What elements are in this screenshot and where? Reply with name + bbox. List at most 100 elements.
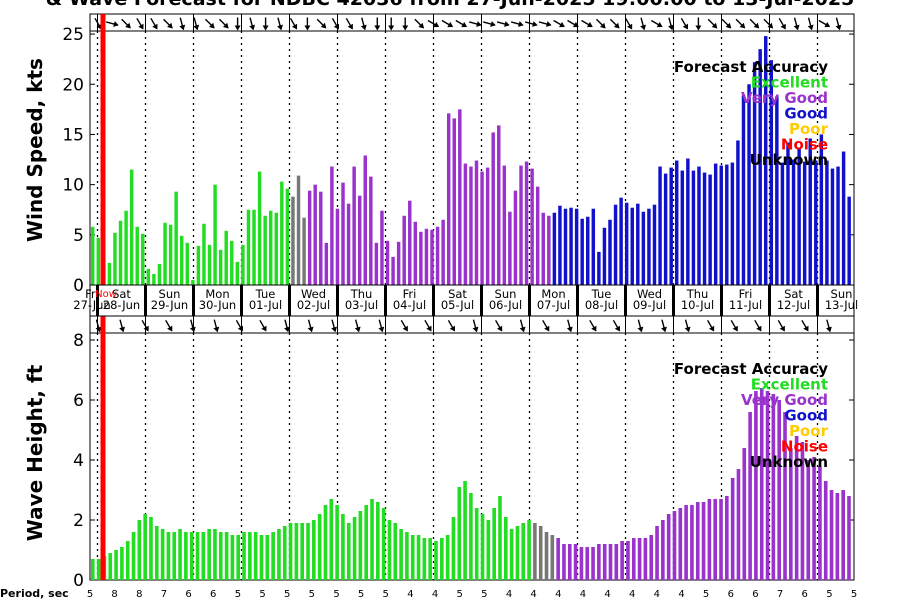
bar <box>614 544 619 580</box>
arrow-head <box>472 326 479 333</box>
y-tick-label: 15 <box>62 125 84 145</box>
arrow-head <box>113 21 119 27</box>
day-date-label: 06-Jul <box>489 298 522 312</box>
arrow-head <box>756 325 762 332</box>
period-value: 5 <box>481 589 487 600</box>
arrow-head <box>614 325 620 332</box>
day-name-label: Mon <box>541 287 565 301</box>
direction-arrow <box>121 18 131 29</box>
bar <box>341 514 345 580</box>
y-tick-label: 20 <box>62 75 84 95</box>
arrow-head <box>234 25 241 31</box>
bar <box>125 541 130 580</box>
bar <box>474 508 479 580</box>
arrow-head <box>374 25 381 31</box>
bar <box>463 163 468 285</box>
day-date-label: 13-Jul <box>825 298 858 312</box>
bar <box>759 388 764 580</box>
direction-arrow <box>581 19 593 28</box>
arrow-head <box>803 325 809 332</box>
bar <box>441 219 445 285</box>
bar <box>597 544 601 580</box>
arrow-head <box>497 325 503 332</box>
day-date-label: 05-Jul <box>441 298 474 312</box>
bar <box>637 538 642 580</box>
bar <box>730 162 735 285</box>
bar <box>789 448 793 580</box>
bar <box>391 256 395 285</box>
arrow-head <box>682 23 688 30</box>
bar <box>252 209 256 285</box>
bar <box>166 532 171 580</box>
bar <box>691 170 696 285</box>
arrow-head <box>179 24 186 31</box>
day-date-label: 28-Jun <box>103 298 140 312</box>
arrow-head <box>277 24 283 31</box>
bar <box>302 217 306 285</box>
bar <box>196 245 201 285</box>
bar <box>213 184 217 285</box>
bar <box>530 168 534 285</box>
wave-y-axis-label: Wave Height, ft <box>23 364 47 541</box>
bar <box>725 164 729 285</box>
bar <box>207 244 212 285</box>
arrow-head <box>824 21 831 28</box>
bar <box>374 242 379 285</box>
bar <box>91 559 95 580</box>
bar <box>697 166 701 285</box>
bar <box>725 496 729 580</box>
bar <box>396 241 401 285</box>
direction-arrow <box>595 18 606 29</box>
direction-arrow <box>284 319 290 333</box>
period-value: 5 <box>703 589 709 600</box>
bar <box>179 235 184 285</box>
direction-arrow <box>414 18 425 29</box>
wind-speed-panel: 0 5 10 15 20 25 Forecast AccuracyExcellentVery… <box>62 13 855 296</box>
direction-arrow <box>193 17 200 31</box>
bar <box>515 526 520 580</box>
direction-arrow <box>566 319 573 333</box>
bar <box>107 262 112 285</box>
bar <box>736 469 741 580</box>
direction-arrow <box>749 18 760 29</box>
bar <box>847 196 851 285</box>
direction-arrow <box>235 319 244 332</box>
period-value: 8 <box>111 589 117 600</box>
direction-arrow <box>494 319 503 332</box>
period-value: 5 <box>235 589 241 600</box>
bar <box>294 523 299 580</box>
bar <box>446 113 451 286</box>
direction-arrow <box>331 17 340 30</box>
direction-arrow <box>538 21 552 27</box>
arrow-head <box>732 325 738 332</box>
direction-arrow <box>609 18 620 29</box>
bar <box>168 224 173 285</box>
bar <box>313 184 317 285</box>
bar <box>257 171 262 285</box>
direction-arrow <box>165 319 173 332</box>
y-tick-label: 6 <box>73 391 84 411</box>
arrow-head <box>767 22 774 29</box>
bar <box>741 95 746 285</box>
bar <box>541 212 545 285</box>
bar <box>277 529 281 580</box>
direction-arrow <box>680 17 689 30</box>
period-value: 4 <box>530 589 536 600</box>
arrow-head <box>504 21 510 27</box>
period-value: 5 <box>383 589 389 600</box>
day-date-label: 07-Jul <box>537 298 570 312</box>
arrow-head <box>418 22 425 29</box>
direction-arrow <box>668 17 674 31</box>
direction-arrow <box>316 18 327 29</box>
arrow-head <box>559 21 565 28</box>
bar <box>658 166 662 285</box>
direction-arrow <box>721 18 732 29</box>
bar <box>527 520 531 580</box>
bar <box>624 202 629 285</box>
bar <box>686 158 690 285</box>
bar <box>364 505 368 580</box>
bar <box>719 165 723 285</box>
bar <box>402 215 406 285</box>
